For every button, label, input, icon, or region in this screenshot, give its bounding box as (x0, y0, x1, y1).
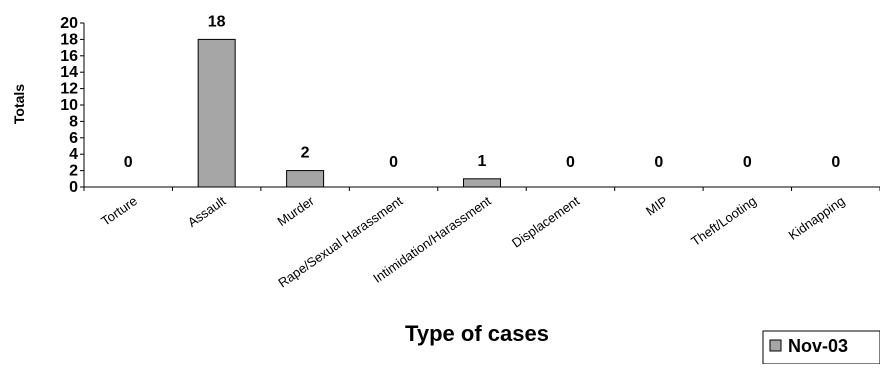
y-tick-label: 16 (60, 48, 78, 65)
bar-assault (197, 38, 236, 188)
data-label-murder: 2 (301, 145, 310, 162)
x-tick-label-murder: Murder (274, 193, 317, 229)
y-tick-label: 8 (69, 113, 78, 130)
legend-label: Nov-03 (788, 336, 848, 356)
y-axis-title: Totals (11, 84, 27, 124)
x-axis-title: Type of cases (405, 321, 549, 346)
y-tick-label: 4 (69, 146, 78, 163)
x-tick-label-kidnapping: Kidnapping (786, 193, 848, 243)
bar-intimidation-harassment (463, 178, 501, 188)
legend-swatch-nov-03 (769, 339, 782, 352)
x-tick-label-displacement: Displacement (509, 193, 582, 251)
data-label-torture: 0 (124, 154, 133, 171)
data-labels: 0 18 2 0 1 0 0 0 0 (124, 13, 841, 171)
x-tick-label-assault: Assault (185, 193, 229, 230)
x-tick-label-theft-looting: Theft/Looting (688, 193, 759, 249)
bar-murder (286, 170, 325, 188)
y-tick-label: 20 (60, 15, 78, 32)
data-label-displacement: 0 (566, 154, 575, 171)
legend-box (762, 330, 880, 365)
y-tick-label: 12 (60, 81, 78, 98)
y-tick-label: 14 (60, 64, 78, 81)
y-tick-label: 10 (60, 97, 78, 114)
y-tick-label: 2 (69, 163, 78, 180)
data-label-mip: 0 (654, 154, 663, 171)
data-label-assault: 18 (208, 13, 226, 30)
data-label-intimidation-harassment: 1 (478, 153, 487, 170)
y-tick-label: 18 (60, 31, 78, 48)
data-label-rape-sexual-harassment: 0 (389, 154, 398, 171)
y-tick-label: 0 (69, 179, 78, 196)
y-axis-title-group: Totals (11, 84, 27, 124)
y-tick-label: 6 (69, 130, 78, 147)
bars (197, 38, 501, 188)
data-label-kidnapping: 0 (831, 154, 840, 171)
legend: Nov-03 (762, 330, 880, 365)
x-axis (83, 186, 880, 191)
data-label-theft-looting: 0 (743, 154, 752, 171)
x-tick-label-torture: Torture (98, 193, 140, 228)
x-tick-label-mip: MIP (643, 193, 671, 219)
